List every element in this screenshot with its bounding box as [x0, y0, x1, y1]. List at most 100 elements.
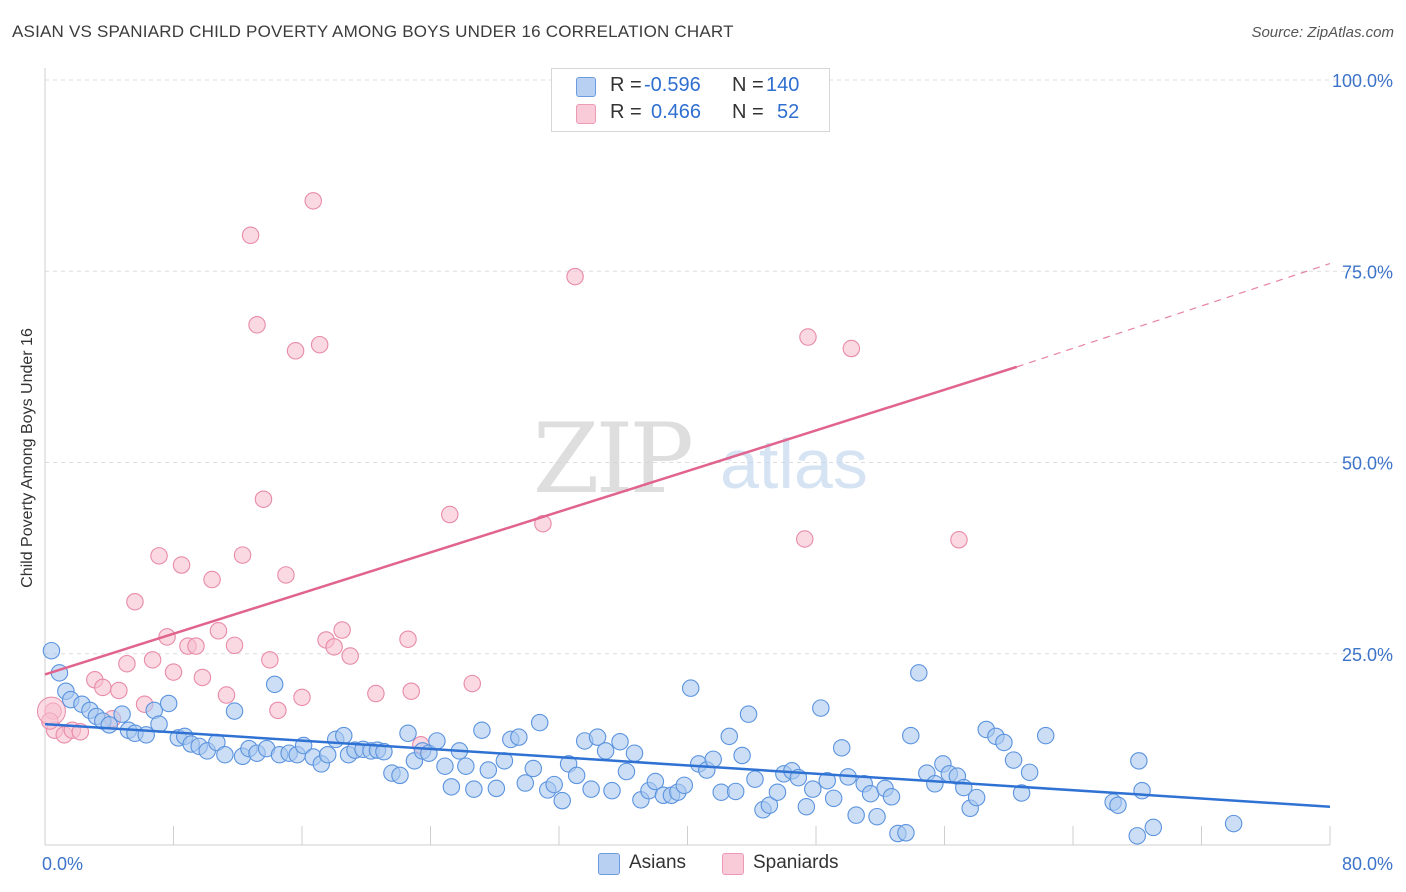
- asians-point: [487, 779, 506, 798]
- legend-r-label: R =: [610, 101, 642, 123]
- asians-point: [428, 732, 446, 750]
- spaniards-point: [203, 570, 221, 589]
- asians-point: [746, 770, 764, 788]
- asians-swatch: [576, 77, 596, 97]
- asians-point: [804, 780, 822, 798]
- asians-point: [545, 775, 563, 794]
- spaniards-swatch: [576, 104, 596, 124]
- spaniards-point: [150, 547, 168, 565]
- spaniards-point: [254, 490, 273, 508]
- asians-point: [733, 746, 751, 765]
- asians-point: [1109, 796, 1127, 814]
- watermark: ZIP atlas: [533, 403, 868, 515]
- asians-point: [1144, 818, 1163, 837]
- spaniards-point: [118, 654, 136, 673]
- asians-swatch: [598, 853, 620, 875]
- asians-point: [473, 721, 491, 739]
- gridlines: [45, 79, 1392, 655]
- spaniards-point: [367, 684, 385, 703]
- asians-point: [596, 742, 615, 760]
- correlation-legend: R = -0.596 N = 140 R = 0.466 N = 52: [551, 68, 830, 132]
- asians-point: [510, 728, 528, 746]
- asians-trend-line: [44, 722, 1331, 808]
- spaniards-point: [193, 668, 212, 687]
- spaniards-point: [796, 530, 814, 548]
- y-tick-label: 50.0%: [1342, 454, 1393, 474]
- asians-point: [1133, 781, 1151, 800]
- spaniards-point: [286, 342, 305, 360]
- asians-point: [995, 733, 1013, 752]
- spaniards-point: [310, 335, 329, 354]
- asians-point: [1004, 751, 1023, 769]
- asians-point: [1130, 752, 1148, 770]
- legend-r-value: 0.466: [651, 101, 702, 123]
- spaniards-point: [441, 505, 459, 524]
- asians-point: [882, 788, 901, 806]
- spaniards-trend-line: [44, 365, 1018, 676]
- x-tick-label: 0.0%: [42, 854, 83, 874]
- spaniards-point: [277, 566, 295, 584]
- asians-point: [553, 791, 571, 810]
- asians-point: [588, 728, 607, 746]
- asians-point: [704, 750, 722, 769]
- spaniards-point: [950, 531, 968, 549]
- asians-point: [739, 705, 758, 723]
- spaniards-point: [233, 546, 252, 564]
- asians-point: [113, 705, 131, 723]
- spaniards-trend-extension: [1016, 263, 1331, 368]
- asians-point: [868, 807, 886, 826]
- asians-point: [1128, 827, 1147, 845]
- asians-point: [797, 797, 816, 816]
- legend-n-label: N =: [732, 74, 764, 96]
- y-tick-label: 75.0%: [1342, 262, 1393, 282]
- asians-point: [611, 732, 629, 751]
- asians-point: [265, 675, 284, 694]
- asians-point: [399, 724, 417, 743]
- y-tick-label: 100.0%: [1332, 71, 1393, 91]
- asians-point: [216, 745, 234, 764]
- asians-point: [847, 806, 865, 824]
- asians-point: [1224, 814, 1243, 833]
- spaniards-point: [209, 622, 228, 640]
- spaniards-point: [36, 696, 66, 726]
- asians-point: [318, 745, 337, 764]
- spaniards-point: [293, 688, 311, 707]
- trend-lines: [44, 263, 1331, 808]
- asians-point: [897, 824, 915, 842]
- asians-point: [335, 726, 353, 745]
- asians-point: [465, 780, 483, 798]
- spaniards-point: [187, 637, 205, 655]
- spaniards-point: [325, 638, 343, 656]
- spaniards-point: [402, 682, 420, 700]
- spaniards-point: [534, 514, 552, 533]
- asians-point: [681, 679, 700, 697]
- spaniards-point: [172, 556, 191, 574]
- asians-point: [516, 774, 535, 792]
- asians-point: [617, 762, 636, 781]
- asians-point: [1020, 763, 1039, 782]
- spaniards-point: [225, 636, 244, 655]
- asians-point: [910, 664, 928, 682]
- spaniards-point: [333, 621, 351, 639]
- spaniards-point: [110, 681, 128, 700]
- spaniards-point: [566, 267, 584, 286]
- legend-r-value: -0.596: [644, 74, 701, 96]
- chart-source: Source: ZipAtlas.com: [1251, 24, 1394, 41]
- spaniards-point: [143, 651, 162, 669]
- asians-point: [479, 761, 498, 779]
- x-tick-label: 80.0%: [1342, 854, 1393, 874]
- asians-point: [375, 742, 393, 761]
- asians-point: [720, 727, 739, 746]
- spaniards-point: [842, 339, 861, 358]
- asians-point: [902, 726, 920, 745]
- asians-point: [967, 788, 986, 807]
- asians-point: [760, 796, 779, 814]
- spaniards-point: [399, 630, 417, 648]
- spaniards-point: [94, 678, 112, 697]
- asians-point: [1012, 784, 1031, 802]
- asians-point: [524, 759, 543, 778]
- spaniards-point: [304, 192, 322, 210]
- y-tick-label: 25.0%: [1342, 645, 1393, 665]
- asians-point: [812, 699, 830, 717]
- legend-label-spaniards: Spaniards: [753, 852, 839, 873]
